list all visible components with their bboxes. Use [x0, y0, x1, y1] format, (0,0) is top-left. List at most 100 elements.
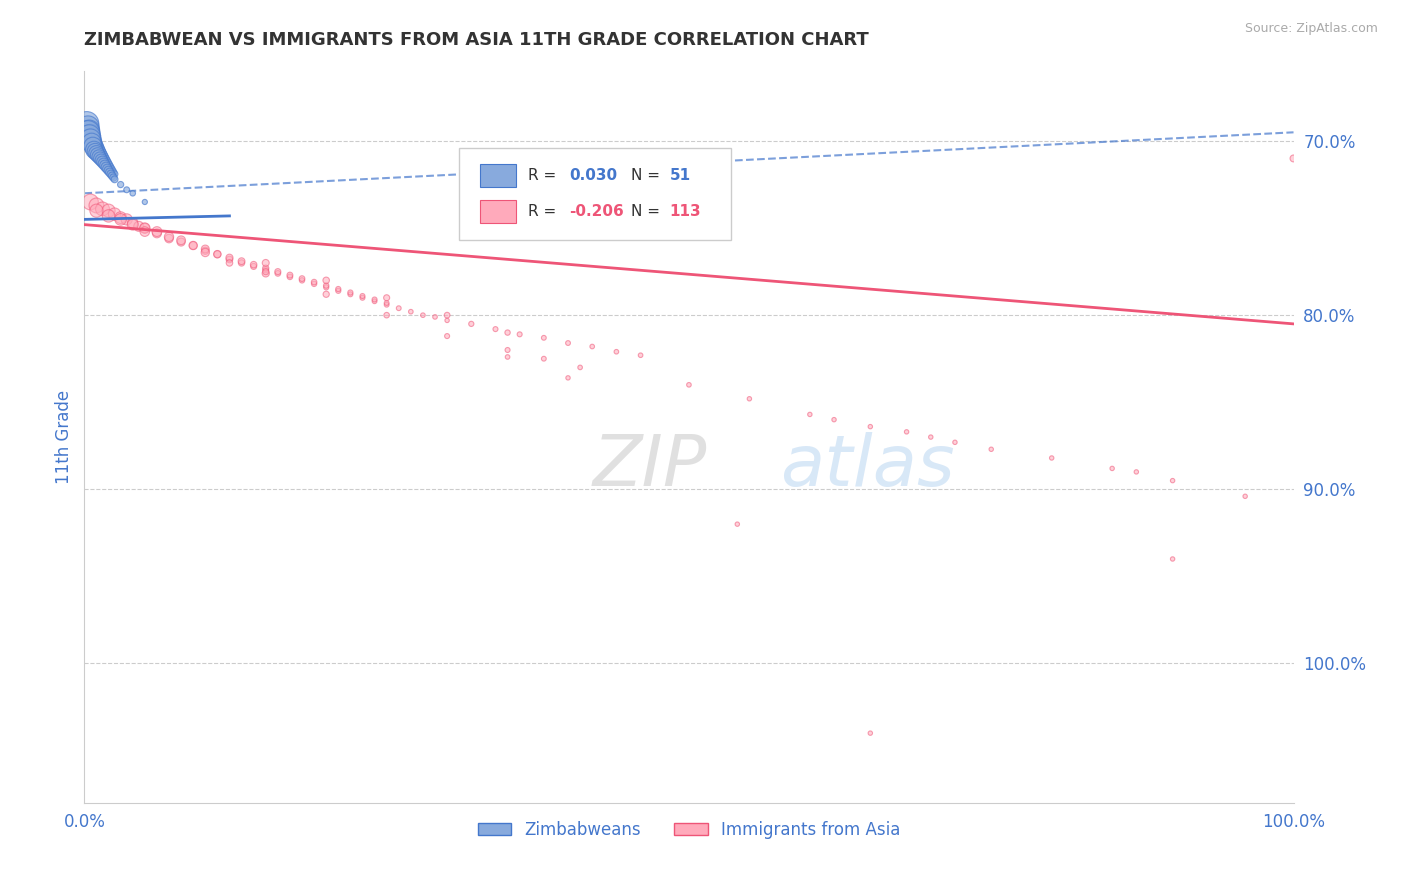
Point	[375, 298, 398, 312]
Point	[80, 136, 103, 150]
Point	[436, 308, 458, 322]
Point	[242, 260, 264, 274]
Point	[231, 254, 253, 268]
Point	[291, 271, 314, 285]
Point	[97, 203, 120, 218]
Point	[94, 153, 117, 168]
Text: R =: R =	[529, 204, 561, 219]
Point	[605, 344, 627, 359]
Point	[94, 160, 117, 174]
Point	[484, 322, 506, 336]
Point	[302, 275, 325, 289]
Point	[79, 127, 101, 141]
Point	[100, 161, 122, 176]
Text: ZIP: ZIP	[592, 432, 707, 500]
Point	[134, 194, 156, 209]
Point	[98, 165, 121, 179]
Point	[254, 265, 277, 279]
Point	[194, 245, 217, 260]
Point	[97, 209, 120, 223]
Point	[98, 160, 121, 174]
Point	[134, 221, 156, 235]
Point	[97, 163, 120, 178]
Point	[82, 139, 104, 153]
Text: 51: 51	[669, 168, 690, 183]
Point	[94, 155, 117, 169]
Point	[194, 242, 217, 256]
Point	[399, 304, 422, 318]
Point	[678, 377, 700, 392]
Point	[103, 165, 125, 179]
Point	[121, 186, 143, 201]
Point	[84, 145, 107, 159]
Point	[254, 256, 277, 270]
Point	[363, 293, 385, 307]
Point	[101, 163, 124, 178]
Point	[980, 442, 1002, 457]
Point	[82, 134, 104, 148]
Point	[134, 225, 156, 239]
Point	[254, 263, 277, 277]
Point	[90, 153, 112, 168]
Point	[533, 331, 555, 345]
Point	[1161, 552, 1184, 566]
Point	[242, 258, 264, 272]
Point	[77, 120, 100, 134]
Point	[79, 194, 101, 209]
Point	[77, 123, 100, 137]
Point	[1282, 152, 1305, 166]
Point	[859, 726, 882, 740]
Point	[218, 251, 240, 265]
Text: ZIMBABWEAN VS IMMIGRANTS FROM ASIA 11TH GRADE CORRELATION CHART: ZIMBABWEAN VS IMMIGRANTS FROM ASIA 11TH …	[84, 31, 869, 49]
Point	[218, 252, 240, 267]
Point	[630, 348, 652, 362]
Point	[104, 207, 127, 221]
Point	[110, 211, 132, 225]
Point	[110, 212, 132, 227]
Point	[76, 117, 98, 131]
Text: -0.206: -0.206	[569, 204, 624, 219]
Point	[104, 167, 127, 181]
Point	[218, 256, 240, 270]
Point	[90, 148, 112, 162]
Point	[86, 203, 108, 218]
Point	[207, 247, 229, 261]
Point	[86, 141, 108, 155]
Point	[181, 238, 204, 252]
Text: Source: ZipAtlas.com: Source: ZipAtlas.com	[1244, 22, 1378, 36]
Point	[859, 419, 882, 434]
Point	[103, 170, 125, 185]
Point	[423, 310, 446, 324]
Point	[412, 308, 434, 322]
Point	[77, 125, 100, 139]
Point	[496, 326, 519, 340]
Text: N =: N =	[631, 204, 665, 219]
Point	[94, 158, 117, 172]
Point	[267, 265, 290, 279]
Point	[315, 273, 337, 287]
Point	[86, 143, 108, 157]
Text: N =: N =	[631, 168, 665, 183]
Point	[1125, 465, 1147, 479]
Point	[89, 146, 111, 161]
Point	[496, 350, 519, 364]
Point	[254, 261, 277, 276]
Point	[157, 229, 180, 244]
Point	[87, 150, 110, 164]
Point	[254, 266, 277, 280]
Point	[121, 216, 143, 230]
Point	[89, 152, 111, 166]
Point	[194, 244, 217, 258]
Point	[231, 256, 253, 270]
Point	[157, 231, 180, 245]
Point	[96, 161, 118, 176]
Point	[79, 132, 101, 146]
Point	[375, 308, 398, 322]
Point	[557, 371, 579, 385]
Point	[823, 412, 845, 426]
Point	[91, 155, 114, 169]
Point	[115, 212, 138, 227]
Point	[267, 266, 290, 280]
Point	[799, 408, 821, 422]
Point	[87, 145, 110, 159]
